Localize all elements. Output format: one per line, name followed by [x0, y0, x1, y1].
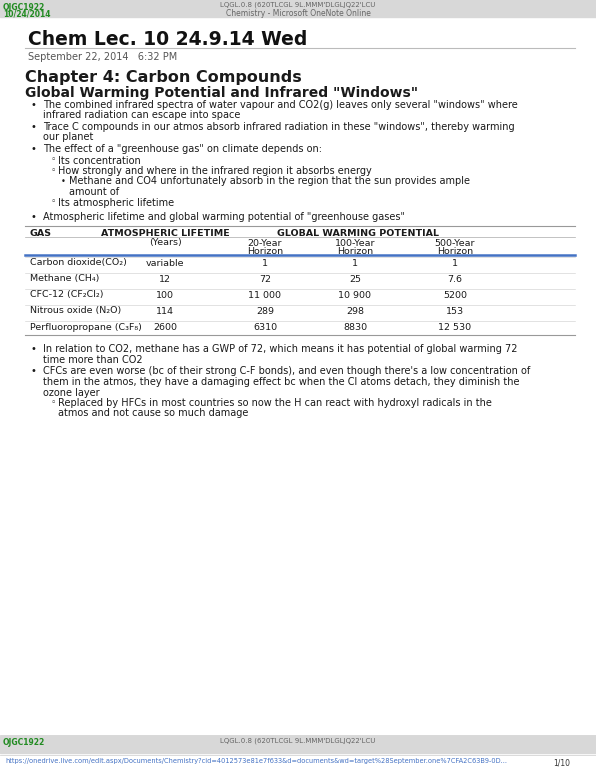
Text: •: • — [30, 367, 36, 377]
Text: 25: 25 — [349, 274, 361, 283]
Text: infrared radiation can escape into space: infrared radiation can escape into space — [43, 111, 240, 120]
Text: 20-Year: 20-Year — [248, 239, 283, 247]
Text: •: • — [61, 176, 66, 186]
Text: variable: variable — [146, 259, 184, 267]
Text: ozone layer: ozone layer — [43, 387, 100, 397]
Text: Horizon: Horizon — [247, 246, 283, 256]
Bar — [0, 736, 596, 753]
Text: •: • — [30, 100, 36, 110]
Text: OJGC1922: OJGC1922 — [3, 738, 45, 747]
Text: •: • — [30, 212, 36, 222]
Text: LQGL.0.8 (620TLCGL 9L.MMM'DLGLJQ22'LCU: LQGL.0.8 (620TLCGL 9L.MMM'DLGLJQ22'LCU — [221, 738, 375, 745]
Text: 72: 72 — [259, 274, 271, 283]
Text: 1: 1 — [352, 259, 358, 267]
Text: LQGL.0.8 (620TLCGL 9L.MMM'DLGLJQ22'LCU: LQGL.0.8 (620TLCGL 9L.MMM'DLGLJQ22'LCU — [221, 2, 375, 8]
Text: 289: 289 — [256, 306, 274, 316]
Text: Methane and CO4 unfortunately absorb in the region that the sun provides ample: Methane and CO4 unfortunately absorb in … — [69, 176, 470, 186]
Text: Atmospheric lifetime and global warming potential of "greenhouse gases": Atmospheric lifetime and global warming … — [43, 212, 405, 222]
Text: Chemistry - Microsoft OneNote Online: Chemistry - Microsoft OneNote Online — [225, 9, 371, 18]
Text: 12 530: 12 530 — [439, 323, 471, 332]
Text: Replaced by HFCs in most countries so now the H can react with hydroxyl radicals: Replaced by HFCs in most countries so no… — [58, 398, 492, 408]
Text: •: • — [30, 144, 36, 154]
Text: 10/24/2014: 10/24/2014 — [3, 9, 51, 18]
Text: In relation to CO2, methane has a GWP of 72, which means it has potential of glo: In relation to CO2, methane has a GWP of… — [43, 344, 517, 354]
Text: https://onedrive.live.com/edit.aspx/Documents/Chemistry?cid=4012573e81e7f633&d=d: https://onedrive.live.com/edit.aspx/Docu… — [5, 758, 507, 764]
Text: Global Warming Potential and Infrared "Windows": Global Warming Potential and Infrared "W… — [25, 86, 418, 100]
Text: •: • — [30, 122, 36, 132]
Text: GAS: GAS — [30, 229, 52, 237]
Text: Its atmospheric lifetime: Its atmospheric lifetime — [58, 197, 174, 207]
Text: 1: 1 — [262, 259, 268, 267]
Text: How strongly and where in the infrared region it absorbs energy: How strongly and where in the infrared r… — [58, 166, 372, 176]
Text: 1: 1 — [452, 259, 458, 267]
Text: Horizon: Horizon — [337, 246, 373, 256]
Text: Nitrous oxide (N₂O): Nitrous oxide (N₂O) — [30, 306, 121, 316]
Text: Chem Lec. 10 24.9.14 Wed: Chem Lec. 10 24.9.14 Wed — [28, 30, 308, 49]
Text: Horizon: Horizon — [437, 246, 473, 256]
Text: time more than CO2: time more than CO2 — [43, 355, 142, 365]
Text: 1/10: 1/10 — [553, 758, 570, 767]
Text: them in the atmos, they have a damaging effect bc when the Cl atoms detach, they: them in the atmos, they have a damaging … — [43, 377, 520, 387]
Text: 6310: 6310 — [253, 323, 277, 332]
Text: ◦: ◦ — [51, 197, 56, 206]
Text: 11 000: 11 000 — [249, 290, 281, 300]
Text: GLOBAL WARMING POTENTIAL: GLOBAL WARMING POTENTIAL — [277, 229, 439, 237]
Text: 8830: 8830 — [343, 323, 367, 332]
Text: ◦: ◦ — [51, 156, 56, 165]
Text: ATMOSPHERIC LIFETIME: ATMOSPHERIC LIFETIME — [101, 229, 229, 237]
Bar — [0, 0, 596, 17]
Text: 298: 298 — [346, 306, 364, 316]
Text: our planet: our planet — [43, 132, 94, 142]
Text: 100: 100 — [156, 290, 174, 300]
Text: (Years): (Years) — [148, 239, 181, 247]
Text: 12: 12 — [159, 274, 171, 283]
Text: Carbon dioxide(CO₂): Carbon dioxide(CO₂) — [30, 259, 127, 267]
Text: Trace C compounds in our atmos absorb infrared radiation in these "windows", the: Trace C compounds in our atmos absorb in… — [43, 122, 514, 132]
Text: •: • — [30, 344, 36, 354]
Text: September 22, 2014   6:32 PM: September 22, 2014 6:32 PM — [28, 52, 177, 62]
Text: 10 900: 10 900 — [339, 290, 371, 300]
Text: amount of: amount of — [69, 187, 119, 197]
Text: 5200: 5200 — [443, 290, 467, 300]
Text: Methane (CH₄): Methane (CH₄) — [30, 274, 100, 283]
Text: 7.6: 7.6 — [448, 274, 462, 283]
Text: CFCs are even worse (bc of their strong C-F bonds), and even though there's a lo: CFCs are even worse (bc of their strong … — [43, 367, 530, 377]
Text: 100-Year: 100-Year — [335, 239, 375, 247]
Text: Chapter 4: Carbon Compounds: Chapter 4: Carbon Compounds — [25, 70, 302, 85]
Text: CFC-12 (CF₂Cl₂): CFC-12 (CF₂Cl₂) — [30, 290, 104, 300]
Text: 114: 114 — [156, 306, 174, 316]
Text: ◦: ◦ — [51, 166, 56, 175]
Text: Its concentration: Its concentration — [58, 156, 141, 166]
Text: 153: 153 — [446, 306, 464, 316]
Text: Perfluoropropane (C₃F₈): Perfluoropropane (C₃F₈) — [30, 323, 142, 332]
Text: 2600: 2600 — [153, 323, 177, 332]
Text: The combined infrared spectra of water vapour and CO2(g) leaves only several "wi: The combined infrared spectra of water v… — [43, 100, 518, 110]
Text: The effect of a "greenhouse gas" on climate depends on:: The effect of a "greenhouse gas" on clim… — [43, 144, 322, 154]
Text: ◦: ◦ — [51, 398, 56, 407]
Text: 500-Year: 500-Year — [434, 239, 475, 247]
Text: atmos and not cause so much damage: atmos and not cause so much damage — [58, 409, 249, 419]
Text: OJGC1922: OJGC1922 — [3, 3, 45, 12]
